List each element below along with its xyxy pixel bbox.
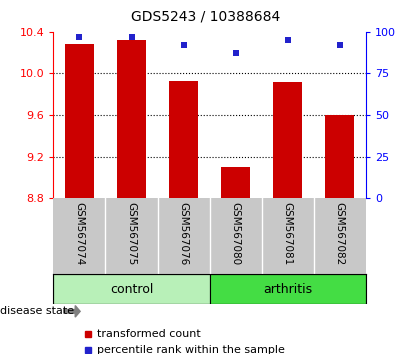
- Text: percentile rank within the sample: percentile rank within the sample: [97, 346, 284, 354]
- Point: [128, 34, 135, 40]
- Bar: [53, 274, 210, 304]
- Text: transformed count: transformed count: [97, 329, 200, 339]
- Bar: [210, 274, 366, 304]
- Text: GSM567081: GSM567081: [283, 202, 293, 265]
- Bar: [65, 44, 94, 198]
- Point: [337, 42, 343, 48]
- Bar: [117, 40, 146, 198]
- Text: GSM567082: GSM567082: [335, 202, 345, 265]
- Text: arthritis: arthritis: [263, 283, 312, 296]
- Text: disease state: disease state: [0, 306, 74, 316]
- Text: GSM567080: GSM567080: [231, 202, 240, 265]
- Text: GSM567076: GSM567076: [179, 202, 189, 265]
- FancyArrow shape: [64, 306, 80, 317]
- Text: control: control: [110, 283, 153, 296]
- Text: GSM567075: GSM567075: [127, 202, 136, 265]
- Bar: [169, 81, 198, 198]
- Bar: [273, 82, 302, 198]
- Bar: [326, 115, 354, 198]
- Point: [76, 34, 83, 40]
- Bar: [221, 167, 250, 198]
- Point: [232, 51, 239, 56]
- Text: GDS5243 / 10388684: GDS5243 / 10388684: [131, 9, 280, 23]
- Text: GSM567074: GSM567074: [74, 202, 84, 265]
- Point: [180, 42, 187, 48]
- Point: [284, 38, 291, 43]
